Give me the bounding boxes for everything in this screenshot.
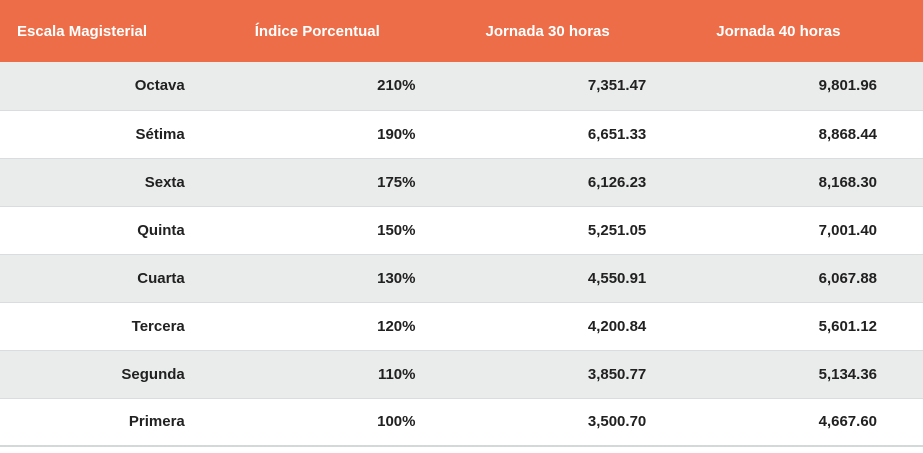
cell-indice: 210% <box>377 77 416 95</box>
table-row: Tercera 120% 4,200.84 5,601.12 <box>0 301 923 350</box>
table-row: Sexta 175% 6,126.23 8,168.30 <box>0 157 923 206</box>
cell-jornada-40: 5,601.12 <box>692 301 923 350</box>
table-body: Octava 210% 7,351.47 9,801.96 Sétima 190… <box>0 62 923 446</box>
cell-indice: 175% <box>230 157 462 206</box>
cell-jornada-30: 5,251.05 <box>461 205 693 254</box>
cell-escala: Cuarta <box>0 253 231 302</box>
column-header-jornada-30-horas: Jornada 30 horas <box>461 0 693 62</box>
cell-escala: Octava <box>134 77 185 95</box>
column-header-indice-porcentual: Índice Porcentual <box>230 0 462 62</box>
cell-jornada-30: 6,651.33 <box>461 109 693 158</box>
table-row: Cuarta 130% 4,550.91 6,067.88 <box>0 253 923 302</box>
cell-indice: 110% <box>230 349 462 398</box>
cell-jornada-30: 7,351.47 <box>587 77 647 95</box>
cell-jornada-40: 4,667.60 <box>692 397 923 446</box>
cell-escala: Tercera <box>0 301 231 350</box>
cell-escala: Primera <box>0 397 231 446</box>
cell-jornada-30: 4,200.84 <box>461 301 693 350</box>
cell-jornada-30: 3,850.77 <box>461 349 693 398</box>
cell-indice: 100% <box>230 397 462 446</box>
cell-jornada-40: 7,001.40 <box>692 205 923 254</box>
header-row: Escala Magisterial Índice Porcentual Jor… <box>0 0 923 62</box>
cell-escala: Sétima <box>0 109 231 158</box>
cell-indice: 190% <box>230 109 462 158</box>
cell-escala: Sexta <box>0 157 231 206</box>
cell-indice: 130% <box>230 253 462 302</box>
cell-escala: Quinta <box>0 205 231 254</box>
cell-jornada-40: 8,168.30 <box>692 157 923 206</box>
cell-indice: 120% <box>230 301 462 350</box>
table-row: Primera 100% 3,500.70 4,667.60 <box>0 397 923 446</box>
cell-jornada-30: 6,126.23 <box>461 157 693 206</box>
table-header: Escala Magisterial Índice Porcentual Jor… <box>0 0 923 62</box>
cell-jornada-40: 6,067.88 <box>692 253 923 302</box>
cell-jornada-40: 8,868.44 <box>692 109 923 158</box>
column-header-escala-magisterial: Escala Magisterial <box>0 0 231 62</box>
cell-jornada-40: 9,801.96 <box>818 77 877 95</box>
table-row: Octava 210% 7,351.47 9,801.96 <box>0 62 923 110</box>
table-row: Segunda 110% 3,850.77 5,134.36 <box>0 349 923 398</box>
cell-jornada-30: 3,500.70 <box>461 397 693 446</box>
cell-indice: 150% <box>230 205 462 254</box>
table-row: Quinta 150% 5,251.05 7,001.40 <box>0 205 923 254</box>
cell-jornada-30: 4,550.91 <box>461 253 693 302</box>
column-header-jornada-40-horas: Jornada 40 horas <box>692 0 923 62</box>
cell-escala: Segunda <box>0 349 231 398</box>
cell-jornada-40: 5,134.36 <box>692 349 923 398</box>
table-row: Sétima 190% 6,651.33 8,868.44 <box>0 109 923 158</box>
